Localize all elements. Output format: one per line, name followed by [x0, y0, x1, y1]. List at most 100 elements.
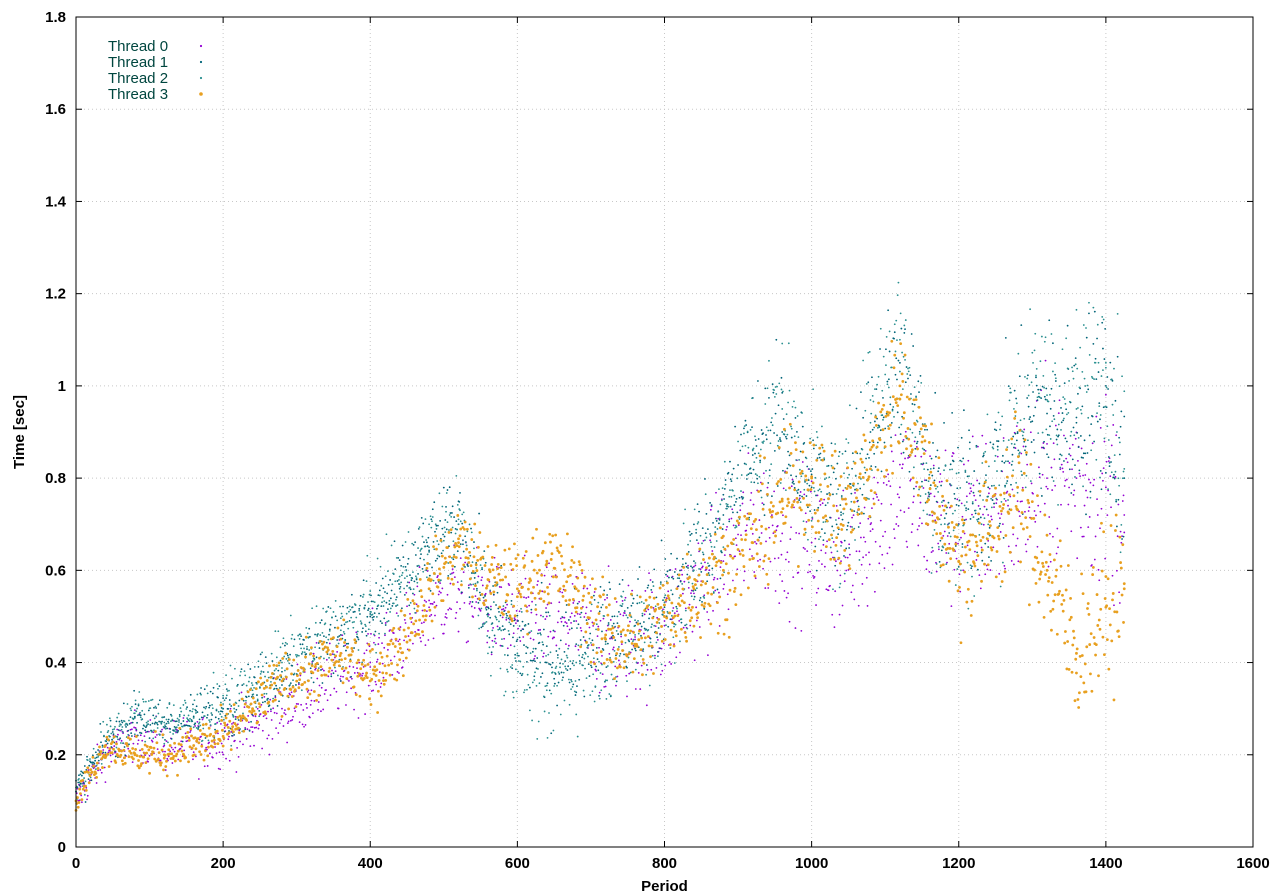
scatter-point [537, 668, 539, 670]
scatter-point [740, 534, 742, 537]
scatter-point [933, 479, 936, 482]
scatter-point [214, 746, 216, 748]
scatter-point [414, 541, 417, 544]
scatter-point [305, 703, 308, 705]
scatter-point [95, 764, 98, 767]
scatter-point [427, 536, 430, 539]
scatter-point [933, 528, 936, 531]
scatter-point [588, 675, 591, 677]
scatter-point [964, 471, 967, 473]
scatter-point [513, 619, 516, 622]
scatter-point [524, 624, 527, 627]
scatter-point [925, 479, 928, 482]
scatter-point [555, 665, 558, 668]
scatter-point [96, 743, 99, 746]
scatter-point [132, 718, 135, 721]
scatter-point [857, 604, 860, 607]
scatter-point [393, 540, 396, 543]
scatter-point [962, 569, 965, 572]
data-point [516, 638, 519, 641]
scatter-point [189, 729, 192, 732]
scatter-point [111, 728, 114, 731]
scatter-point [988, 487, 991, 490]
scatter-point [125, 722, 127, 725]
scatter-point [436, 557, 439, 560]
scatter-point [745, 463, 748, 466]
scatter-point [800, 475, 803, 478]
scatter-point [275, 664, 279, 668]
scatter-point [520, 629, 522, 632]
scatter-point [836, 550, 839, 553]
scatter-point [1105, 460, 1108, 463]
scatter-point [503, 628, 506, 630]
scatter-point [1036, 399, 1039, 401]
scatter-point [481, 568, 483, 571]
scatter-point [87, 778, 90, 780]
scatter-point [395, 605, 397, 607]
scatter-point [812, 447, 815, 450]
scatter-point [663, 601, 666, 604]
scatter-point [995, 429, 998, 432]
scatter-point [154, 705, 157, 708]
scatter-point [876, 426, 879, 429]
scatter-point [780, 376, 783, 379]
scatter-point [918, 430, 921, 433]
scatter-point [356, 674, 360, 678]
scatter-point [963, 532, 966, 535]
scatter-point [423, 541, 425, 544]
scatter-point [1046, 453, 1048, 456]
scatter-point [348, 659, 352, 663]
scatter-point [855, 550, 858, 553]
scatter-point [387, 608, 389, 611]
scatter-point [1068, 447, 1071, 450]
scatter-point [567, 619, 570, 621]
scatter-point [1114, 399, 1117, 402]
scatter-point [358, 607, 361, 610]
scatter-point [321, 642, 324, 646]
scatter-point [718, 591, 720, 594]
scatter-point [248, 709, 252, 713]
scatter-point [437, 524, 439, 527]
scatter-point [272, 663, 276, 667]
scatter-point [320, 710, 322, 713]
scatter-point [270, 683, 274, 687]
scatter-point [289, 688, 293, 691]
scatter-point [993, 502, 995, 505]
scatter-point [1005, 482, 1008, 485]
scatter-point [652, 585, 655, 587]
scatter-point [469, 600, 472, 603]
scatter-point [938, 561, 941, 563]
scatter-point [878, 426, 881, 429]
scatter-point [969, 518, 972, 520]
scatter-point [324, 673, 328, 677]
scatter-point [309, 667, 312, 670]
scatter-point [247, 705, 251, 709]
scatter-point [932, 534, 934, 537]
scatter-point [1040, 495, 1043, 497]
scatter-point [261, 729, 264, 732]
scatter-point [687, 567, 689, 569]
scatter-point [566, 669, 569, 671]
scatter-point [485, 608, 488, 611]
scatter-point [912, 501, 915, 504]
scatter-point [1084, 452, 1087, 455]
scatter-point [1092, 484, 1095, 487]
scatter-point [300, 703, 303, 706]
scatter-point [901, 440, 904, 443]
scatter-point [439, 591, 442, 594]
scatter-point [805, 495, 808, 497]
scatter-point [206, 684, 208, 687]
scatter-point [945, 563, 948, 566]
scatter-point [224, 683, 227, 686]
scatter-point [1070, 492, 1073, 494]
scatter-point [366, 615, 369, 618]
scatter-point [223, 699, 226, 702]
data-point [281, 670, 283, 673]
data-point [869, 421, 872, 424]
scatter-point [946, 506, 948, 509]
scatter-point [578, 678, 581, 681]
scatter-point [577, 644, 580, 647]
scatter-point [264, 675, 266, 678]
scatter-point [254, 712, 257, 716]
scatter-point [793, 506, 795, 509]
